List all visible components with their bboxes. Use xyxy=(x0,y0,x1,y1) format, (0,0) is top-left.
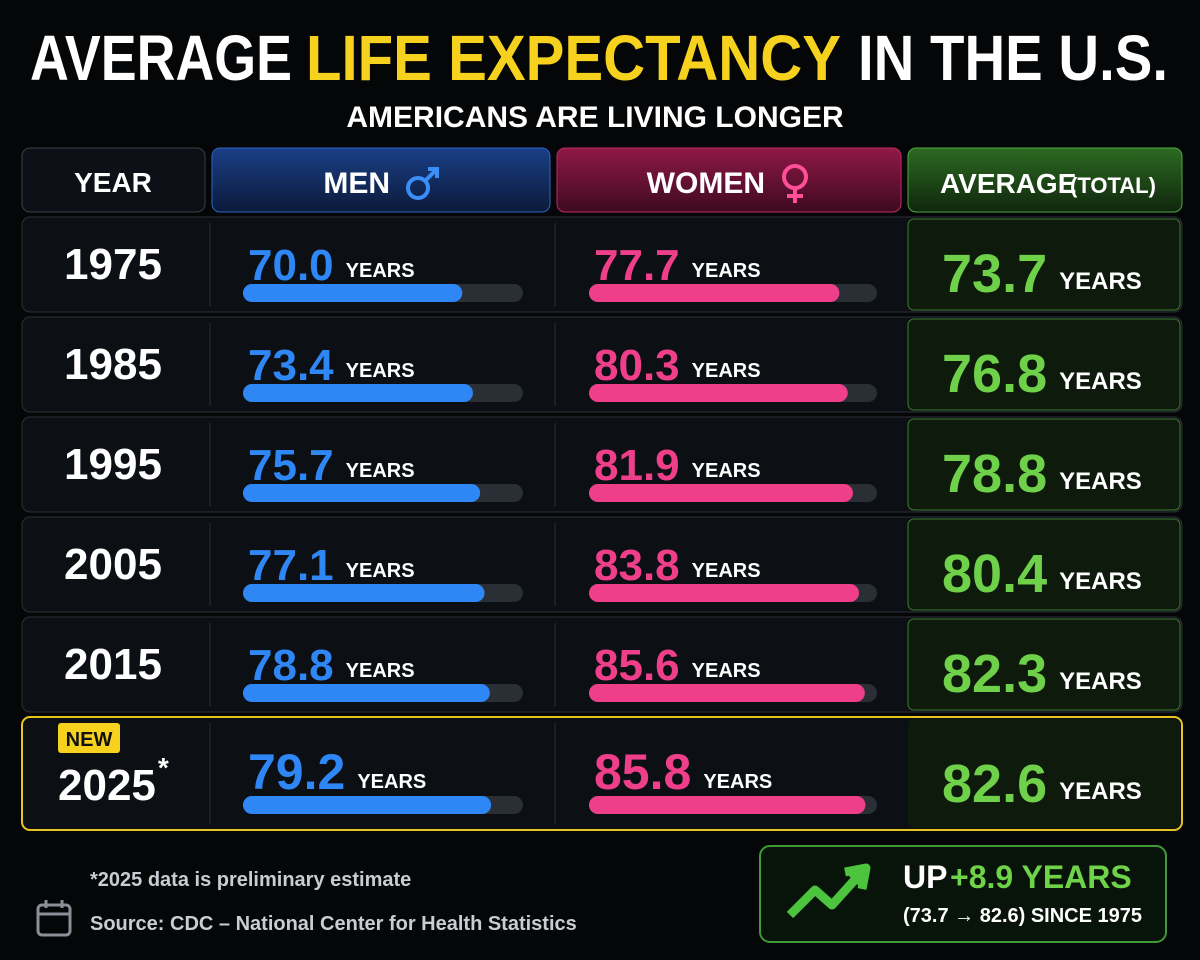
header-cell xyxy=(211,147,551,213)
footnote: *2025 data is preliminary estimate xyxy=(90,869,411,891)
calendar-icon xyxy=(36,900,72,937)
unit-label: YEARS xyxy=(346,360,415,382)
unit-label: YEARS xyxy=(346,560,415,582)
men-value: 79.2 xyxy=(248,744,345,800)
title-highlight: LIFE EXPECTANCY xyxy=(306,22,841,94)
source: Source: CDC – National Center for Health… xyxy=(90,913,577,935)
average-value: 76.8 xyxy=(942,344,1047,404)
women-bar xyxy=(589,484,853,502)
female-icon xyxy=(782,164,808,203)
column-header: AVERAGE xyxy=(940,168,1076,199)
header-cell xyxy=(556,147,902,213)
unit-label: YEARS xyxy=(346,660,415,682)
men-value: 75.7 xyxy=(248,441,334,490)
column-header: MEN xyxy=(323,167,390,200)
unit-label: YEARS xyxy=(1059,468,1142,495)
year-label: 2005 xyxy=(64,540,162,589)
men-bar xyxy=(243,684,490,702)
unit-label: YEARS xyxy=(1059,668,1142,695)
unit-label: YEARS xyxy=(692,260,761,282)
average-cell xyxy=(907,518,1181,611)
women-value: 83.8 xyxy=(594,541,680,590)
unit-label: YEARS xyxy=(346,460,415,482)
unit-label: YEARS xyxy=(703,771,772,793)
average-value: 82.6 xyxy=(942,754,1047,814)
women-bar xyxy=(589,684,865,702)
column-header-note: (TOTAL) xyxy=(1070,173,1156,198)
trend-arrow-icon xyxy=(786,863,871,919)
men-bar xyxy=(243,384,473,402)
unit-label: YEARS xyxy=(692,560,761,582)
unit-label: YEARS xyxy=(1059,268,1142,295)
preliminary-mark: * xyxy=(158,752,169,783)
women-bar xyxy=(589,384,848,402)
men-bar xyxy=(243,796,492,814)
title: IN THE U.S. xyxy=(858,22,1168,94)
average-cell xyxy=(907,218,1181,311)
women-value: 80.3 xyxy=(594,341,680,390)
male-icon xyxy=(406,167,439,200)
average-cell xyxy=(907,418,1181,511)
unit-label: YEARS xyxy=(346,260,415,282)
unit-label: YEARS xyxy=(1059,568,1142,595)
women-bar xyxy=(589,796,866,814)
average-cell xyxy=(908,719,1180,828)
men-bar xyxy=(243,484,481,502)
title: AVERAGE xyxy=(30,22,292,94)
men-value: 78.8 xyxy=(248,641,334,690)
unit-label: YEARS xyxy=(357,771,426,793)
average-value: 82.3 xyxy=(942,644,1047,704)
women-value: 77.7 xyxy=(594,241,680,290)
women-bar xyxy=(589,284,840,302)
unit-label: YEARS xyxy=(1059,778,1142,805)
men-value: 70.0 xyxy=(248,241,334,290)
unit-label: YEARS xyxy=(692,660,761,682)
unit-label: YEARS xyxy=(1059,368,1142,395)
table-body: 1975 70.0 YEARS 77.7 YEARS 73.7 YEARS 1985 73.4 Y… xyxy=(21,216,1183,831)
average-value: 80.4 xyxy=(942,544,1047,604)
average-cell xyxy=(907,318,1181,411)
header-cell xyxy=(21,147,206,213)
summary-detail: (73.7 → 82.6) SINCE 1975 xyxy=(903,905,1142,927)
summary-label: UP xyxy=(903,859,947,895)
summary-change: +8.9 YEARS xyxy=(950,859,1132,895)
men-value: 73.4 xyxy=(248,341,334,390)
new-badge-label: NEW xyxy=(66,729,113,751)
new-badge xyxy=(58,723,120,753)
subtitle: AMERICANS ARE LIVING LONGER xyxy=(346,101,844,134)
year-label: 1995 xyxy=(64,440,162,489)
year-label: 2025 xyxy=(58,761,156,810)
women-value: 85.8 xyxy=(594,744,691,800)
men-bar xyxy=(243,584,485,602)
unit-label: YEARS xyxy=(692,360,761,382)
year-label: 1975 xyxy=(64,240,162,289)
year-label: 1985 xyxy=(64,340,162,389)
average-value: 73.7 xyxy=(942,244,1047,304)
women-value: 81.9 xyxy=(594,441,680,490)
men-bar xyxy=(243,284,463,302)
unit-label: YEARS xyxy=(692,460,761,482)
column-header: WOMEN xyxy=(647,167,765,200)
average-value: 78.8 xyxy=(942,444,1047,504)
average-cell xyxy=(907,618,1181,711)
column-header: YEAR xyxy=(74,167,152,198)
women-value: 85.6 xyxy=(594,641,680,690)
header-cell xyxy=(907,147,1183,213)
men-value: 77.1 xyxy=(248,541,334,590)
women-bar xyxy=(589,584,860,602)
year-label: 2015 xyxy=(64,640,162,689)
